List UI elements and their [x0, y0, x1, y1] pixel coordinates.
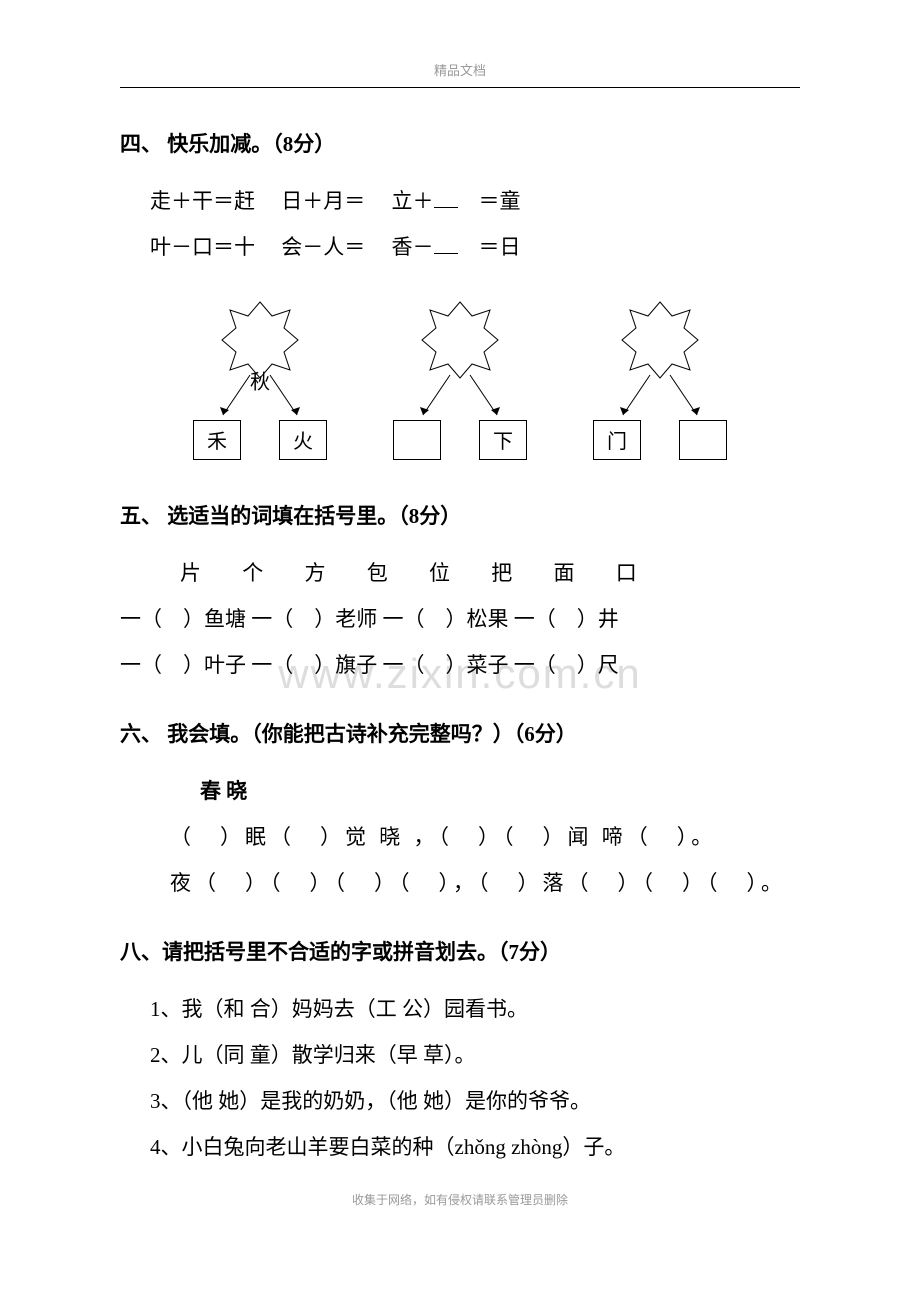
- section4-line2-part1: 叶－口＝十 会－人＝ 香－: [150, 235, 434, 259]
- arrows-icon: [395, 370, 525, 425]
- section5-line2: 一（ ）叶子 一（ ）旗子 一（ ）菜子 一（ ）尺: [120, 642, 800, 688]
- blank-field[interactable]: [434, 188, 458, 208]
- diagram-item-3: 门: [585, 300, 735, 460]
- section8-title: 八、请把括号里不合适的字或拼音划去。（7分）: [120, 936, 800, 970]
- section8-line1: 1、我（和 合）妈妈去（工 公）园看书。: [150, 986, 800, 1032]
- section4-line2-part2: ＝日: [479, 235, 521, 259]
- box-right-1[interactable]: 火: [279, 420, 327, 460]
- star-shape-icon: [620, 300, 700, 380]
- diagram-item-1: 秋 禾 火: [185, 300, 335, 460]
- section8-line2: 2、儿（同 童）散学归来（早 草）。: [150, 1032, 800, 1078]
- box-left-1[interactable]: 禾: [193, 420, 241, 460]
- arrows-icon: [595, 370, 725, 425]
- diagram-container: 秋 禾 火 下: [120, 300, 800, 460]
- content-wrapper: 精品文档 四、 快乐加减。（8分） 走＋干＝赶 日＋月＝ 立＋ ＝童 叶－口＝十…: [120, 60, 800, 1208]
- box-right-2[interactable]: 下: [479, 420, 527, 460]
- star-shape-icon: [420, 300, 500, 380]
- section5-line1: 一（ ）鱼塘 一（ ）老师 一（ ）松果 一（ ）井: [120, 596, 800, 642]
- box-left-2[interactable]: [393, 420, 441, 460]
- box-left-3[interactable]: 门: [593, 420, 641, 460]
- section4-title: 四、 快乐加减。（8分）: [120, 128, 800, 162]
- section5-options: 片 个 方 包 位 把 面 口: [180, 550, 800, 596]
- section6-title: 六、 我会填。（你能把古诗补充完整吗？）（6分）: [120, 718, 800, 752]
- section4-line1-part2: ＝童: [479, 189, 521, 213]
- section4-line1-part1: 走＋干＝赶 日＋月＝ 立＋: [150, 189, 434, 213]
- poem-line1: （ ）眠（ ）觉 晓 ，（ ）（ ）闻 啼（ ）。: [170, 814, 800, 860]
- header-divider: [120, 87, 800, 88]
- diagram-item-2: 下: [385, 300, 535, 460]
- header-label: 精品文档: [120, 60, 800, 79]
- footer-label: 收集于网络，如有侵权请联系管理员删除: [120, 1191, 800, 1208]
- box-right-3[interactable]: [679, 420, 727, 460]
- poem-line2: 夜（ ）（ ）（ ）（ ），（ ）落（ ）（ ）（ ）。: [170, 860, 800, 906]
- section8-line4: 4、小白兔向老山羊要白菜的种（zhǒng zhòng）子。: [150, 1124, 800, 1170]
- section4-line1: 走＋干＝赶 日＋月＝ 立＋ ＝童: [150, 178, 800, 224]
- section5-title: 五、 选适当的词填在括号里。（8分）: [120, 500, 800, 534]
- arrows-icon: [195, 370, 325, 425]
- section8-line3: 3、（他 她）是我的奶奶，（他 她）是你的爷爷。: [150, 1078, 800, 1124]
- section4-line2: 叶－口＝十 会－人＝ 香－ ＝日: [150, 224, 800, 270]
- poem-title: 春 晓: [200, 768, 800, 814]
- blank-field[interactable]: [434, 234, 458, 254]
